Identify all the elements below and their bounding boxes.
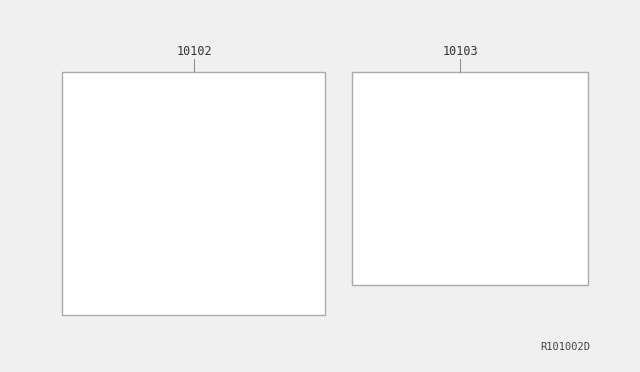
Bar bbox=[62, 72, 325, 315]
Text: 10103: 10103 bbox=[442, 45, 478, 58]
Bar bbox=[352, 72, 588, 285]
Text: 10102: 10102 bbox=[176, 45, 212, 58]
Text: R101002D: R101002D bbox=[540, 342, 590, 352]
